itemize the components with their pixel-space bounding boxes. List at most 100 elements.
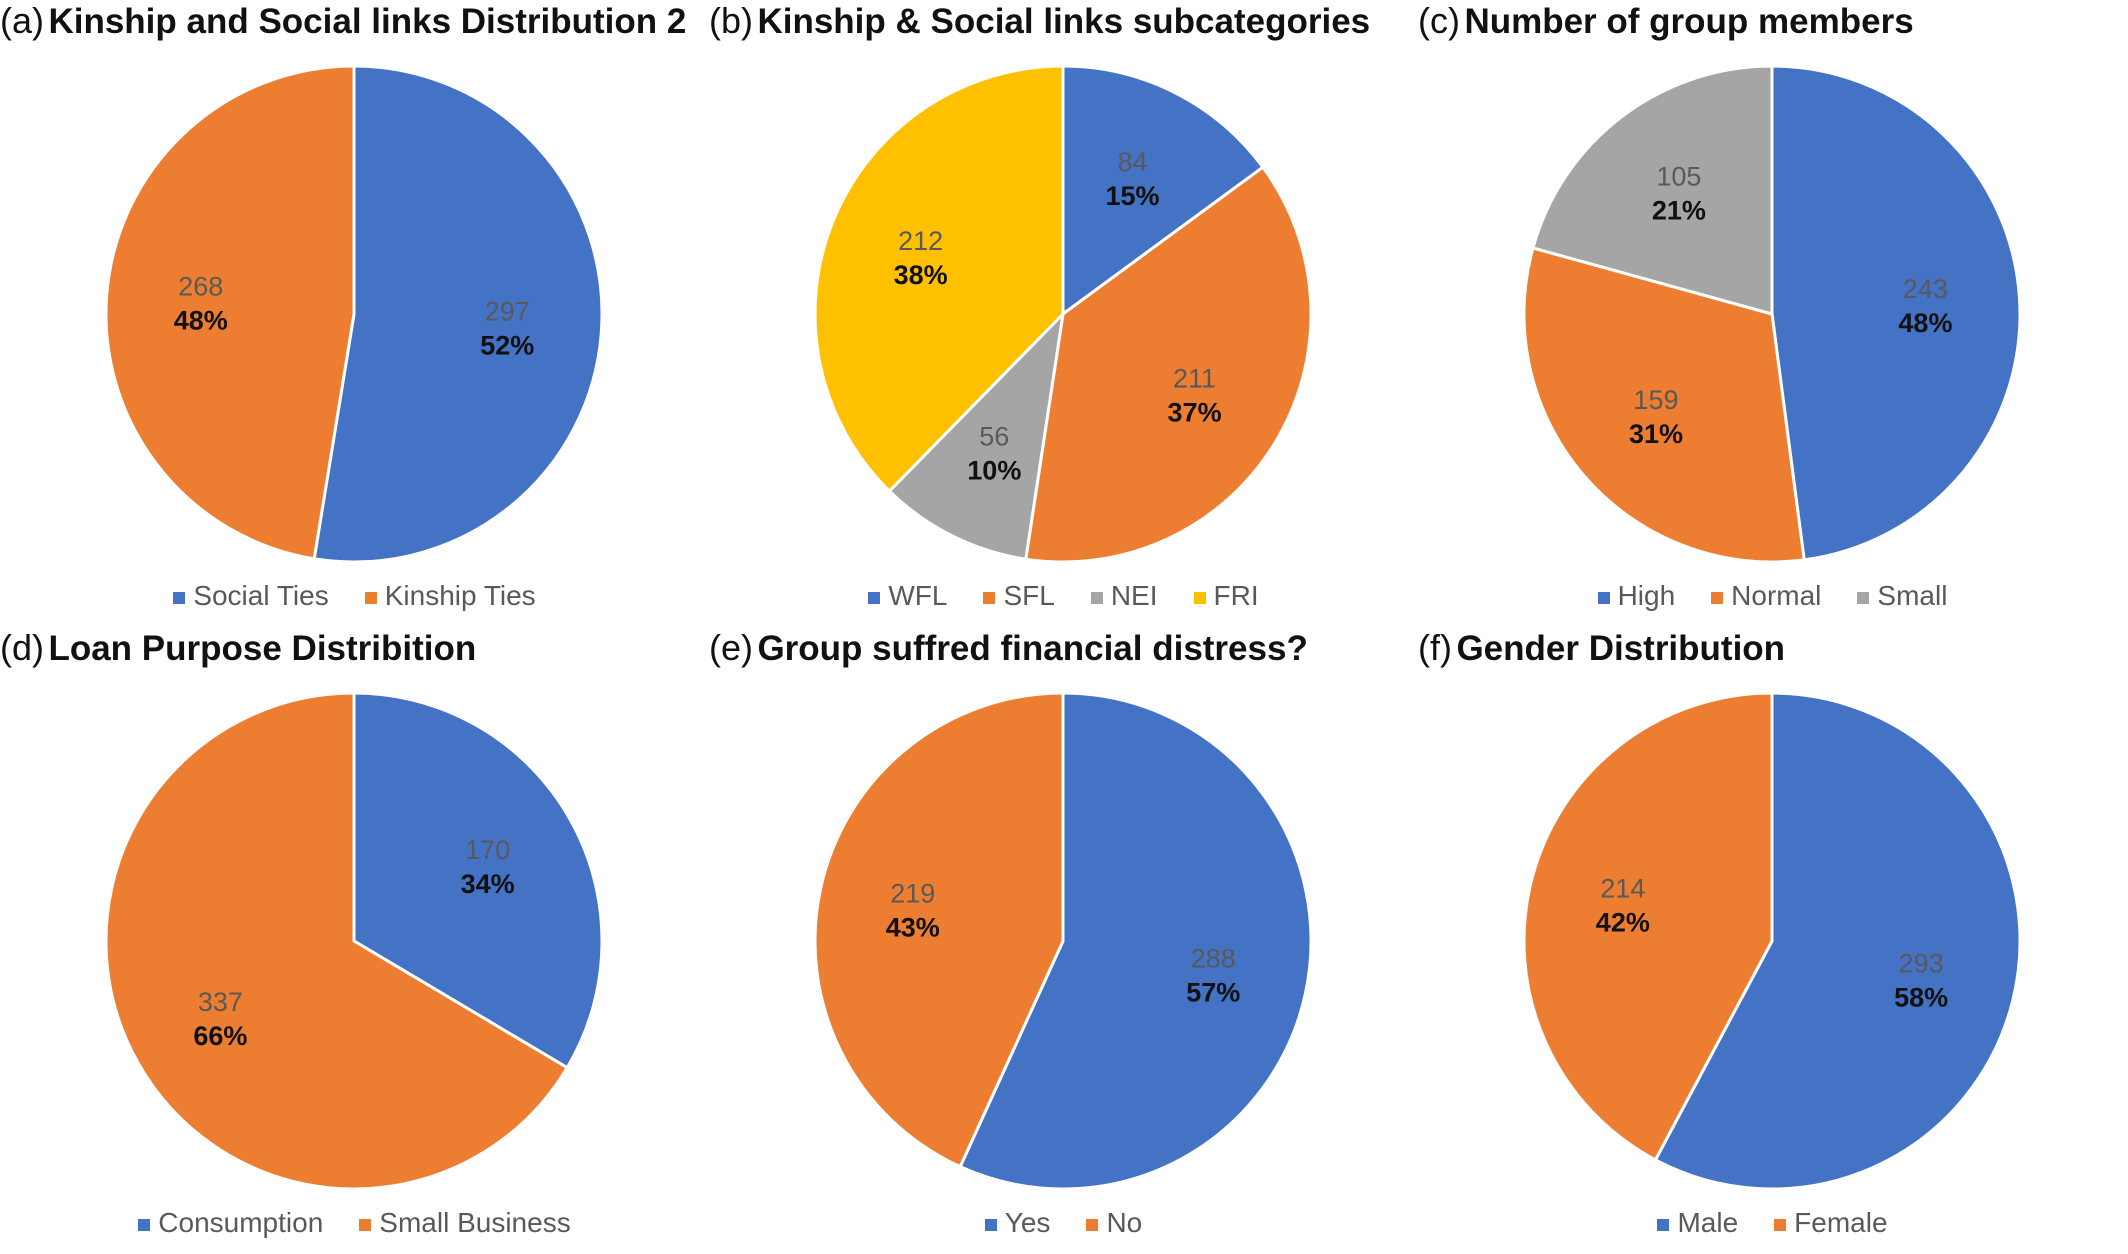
data-label-percent: 34%: [461, 869, 515, 899]
data-label-percent: 52%: [480, 330, 534, 360]
panel-c-title: (c) Number of group members: [1418, 0, 2127, 56]
data-label-percent: 15%: [1105, 181, 1159, 211]
pie-slice-female: [1522, 691, 1774, 1162]
panel-e-letter: (e): [709, 627, 753, 668]
legend-d: Consumption Small Business: [0, 1207, 709, 1239]
legend-label: No: [1106, 1207, 1143, 1238]
data-label-percent: 48%: [1898, 308, 1952, 338]
data-label-percent: 10%: [967, 456, 1021, 486]
pie-slice-normal: [1522, 246, 1806, 564]
panel-c-letter: (c): [1418, 0, 1460, 41]
panel-d: (d) Loan Purpose Distribition 170 34% 337 6…: [0, 627, 709, 1254]
legend-swatch: [1193, 591, 1206, 604]
legend-label: SFL: [1003, 580, 1055, 611]
legend-item: WFL: [868, 580, 947, 612]
legend-label: NEI: [1110, 580, 1158, 611]
panel-d-title: (d) Loan Purpose Distribition: [0, 627, 709, 683]
legend-e: Yes No: [709, 1207, 1418, 1239]
data-label-value: 243: [1903, 274, 1948, 304]
data-label-percent: 21%: [1652, 196, 1706, 226]
legend-label: Yes: [1004, 1207, 1051, 1238]
legend-swatch: [359, 1218, 372, 1231]
legend-item: Small Business: [359, 1207, 571, 1239]
data-label-percent: 57%: [1186, 978, 1240, 1008]
data-label-percent: 31%: [1629, 419, 1683, 449]
panel-b: (b) Kinship & Social links subcategories…: [709, 0, 1418, 627]
legend-item: Consumption: [138, 1207, 323, 1239]
panel-f-title: (f) Gender Distribution: [1418, 627, 2127, 683]
legend-label: Female: [1794, 1207, 1888, 1238]
data-label-value: 219: [890, 878, 935, 908]
panel-d-name: Loan Purpose Distribition: [48, 629, 477, 668]
legend-label: Normal: [1731, 580, 1822, 611]
legend-swatch: [1774, 1218, 1787, 1231]
data-label-value: 268: [178, 272, 223, 302]
pie-chart-e: 288 57% 219 43%: [813, 691, 1313, 1191]
legend-b: WFL SFL NEI FRI: [709, 580, 1418, 612]
pie-slice-kinship-ties: [104, 64, 356, 561]
legend-swatch: [1086, 1218, 1099, 1231]
legend-item: NEI: [1090, 580, 1158, 612]
legend-item: Yes: [984, 1207, 1051, 1239]
pie-chart-b: 84 15% 211 37% 56 10% 212 38%: [813, 64, 1313, 564]
legend-swatch: [1657, 1218, 1670, 1231]
panel-a-title: (a) Kinship and Social links Distributio…: [0, 0, 709, 56]
pie-slice-fri: [813, 64, 1065, 494]
data-label-percent: 42%: [1596, 908, 1650, 938]
legend-a: Social Ties Kinship Ties: [0, 580, 709, 612]
data-label-value: 159: [1633, 385, 1678, 415]
pie-slice-social-ties: [312, 64, 604, 564]
data-label-percent: 37%: [1168, 398, 1222, 428]
data-label-value: 288: [1191, 944, 1236, 974]
panel-c-name: Number of group members: [1464, 2, 1914, 41]
data-label-value: 293: [1899, 948, 1944, 978]
panel-b-name: Kinship & Social links subcategories: [757, 2, 1371, 41]
legend-c: High Normal Small: [1418, 580, 2127, 612]
data-label-value: 211: [1173, 364, 1216, 394]
panel-b-letter: (b): [709, 0, 753, 41]
panel-f-letter: (f): [1418, 627, 1452, 668]
data-label-value: 56: [979, 422, 1009, 452]
panel-a-letter: (a): [0, 0, 44, 41]
legend-label: Small: [1877, 580, 1948, 611]
legend-item: FRI: [1193, 580, 1259, 612]
legend-swatch: [1090, 591, 1103, 604]
legend-swatch: [138, 1218, 151, 1231]
legend-label: High: [1617, 580, 1676, 611]
pie-slice-male: [1653, 691, 2022, 1191]
legend-label: FRI: [1213, 580, 1259, 611]
panel-c: (c) Number of group members 243 48% 159 31%…: [1418, 0, 2127, 627]
legend-swatch: [868, 591, 881, 604]
data-label-value: 105: [1656, 162, 1701, 192]
pie-chart-d: 170 34% 337 66%: [104, 691, 604, 1191]
data-label-percent: 43%: [886, 912, 940, 942]
pie-slice-high: [1770, 64, 2022, 562]
legend-swatch: [364, 591, 377, 604]
legend-label: Small Business: [379, 1207, 571, 1238]
legend-item: Female: [1774, 1207, 1888, 1239]
pie-chart-a: 297 52% 268 48%: [104, 64, 604, 564]
data-label-value: 214: [1600, 874, 1645, 904]
panel-a-name: Kinship and Social links Distribution 2: [48, 2, 687, 41]
pie-slice-small-business: [104, 691, 570, 1191]
legend-swatch: [1597, 591, 1610, 604]
legend-item: Social Ties: [173, 580, 329, 612]
legend-item: Male: [1657, 1207, 1738, 1239]
pie-slice-no: [813, 691, 1065, 1169]
legend-label: WFL: [888, 580, 948, 611]
panel-f-name: Gender Distribution: [1456, 629, 1786, 668]
data-label-value: 337: [198, 987, 243, 1017]
legend-item: No: [1086, 1207, 1142, 1239]
pie-slice-yes: [958, 691, 1313, 1191]
data-label-percent: 66%: [193, 1021, 247, 1051]
pie-slice-small: [1531, 64, 1774, 316]
legend-f: Male Female: [1418, 1207, 2127, 1239]
panel-f: (f) Gender Distribution 293 58% 214 42% Mal…: [1418, 627, 2127, 1254]
pie-slice-sfl: [1024, 165, 1313, 564]
panel-a: (a) Kinship and Social links Distributio…: [0, 0, 709, 627]
legend-item: Small: [1857, 580, 1947, 612]
pie-slice-wfl: [1061, 64, 1265, 317]
legend-label: Consumption: [158, 1207, 324, 1238]
legend-swatch: [173, 591, 186, 604]
legend-item: SFL: [983, 580, 1055, 612]
